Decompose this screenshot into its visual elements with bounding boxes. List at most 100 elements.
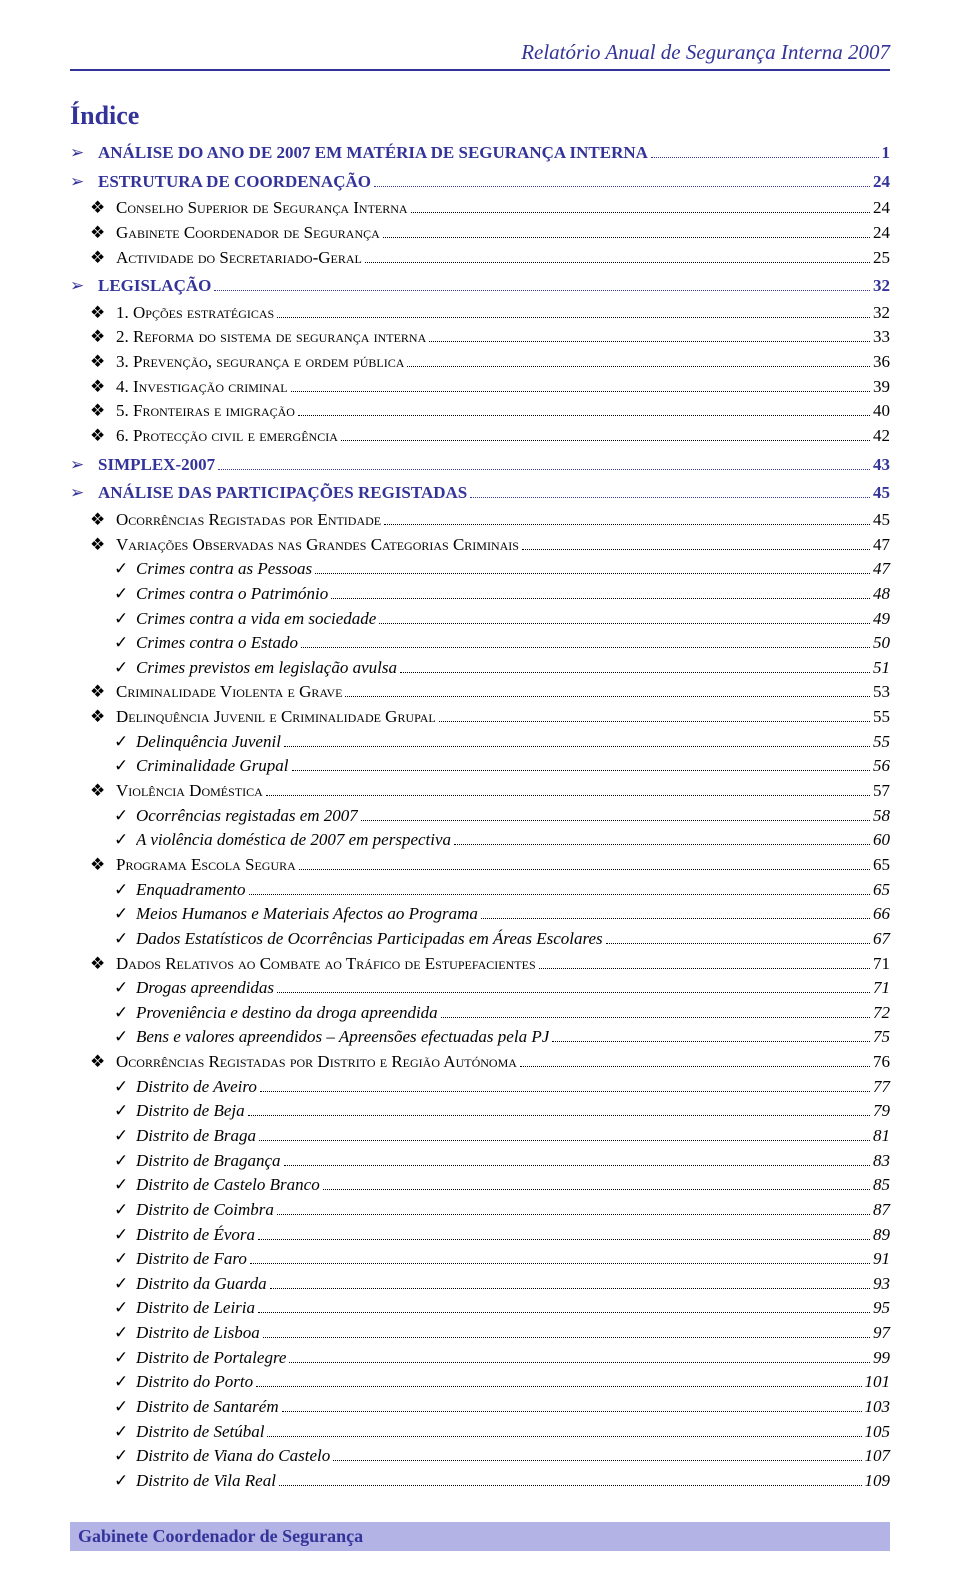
- toc-entry-label: Enquadramento: [136, 878, 246, 903]
- check-bullet-icon: [70, 976, 136, 1001]
- check-bullet-icon: [70, 1420, 136, 1445]
- toc-entry-label: Distrito da Guarda: [136, 1272, 267, 1297]
- toc-entry-label: Gabinete Coordenador de Segurança: [116, 221, 380, 246]
- check-bullet-icon: [70, 1149, 136, 1174]
- toc-entry-label: Distrito de Castelo Branco: [136, 1173, 320, 1198]
- toc-leader: [270, 1274, 870, 1288]
- diamond-bullet-icon: [70, 246, 116, 271]
- toc-entry-page: 50: [873, 631, 890, 656]
- toc-leader: [315, 560, 870, 574]
- toc-leader: [266, 782, 870, 796]
- check-bullet-icon: [70, 1272, 136, 1297]
- toc-entry-label: Violência Doméstica: [116, 779, 263, 804]
- toc-entry-page: 71: [873, 976, 890, 1001]
- check-bullet-icon: [70, 804, 136, 829]
- check-bullet-icon: [70, 730, 136, 755]
- check-bullet-icon: [70, 828, 136, 853]
- toc-entry: Distrito de Castelo Branco85: [70, 1173, 890, 1198]
- toc-leader: [258, 1225, 870, 1239]
- check-bullet-icon: [70, 1124, 136, 1149]
- toc-title: Índice: [70, 101, 890, 131]
- toc-entry: Distrito de Braga 81: [70, 1124, 890, 1149]
- check-bullet-icon: [70, 902, 136, 927]
- toc-entry-page: 87: [873, 1198, 890, 1223]
- toc-leader: [439, 708, 870, 722]
- toc-leader: [250, 1250, 870, 1264]
- check-bullet-icon: [70, 1099, 136, 1124]
- toc-entry-label: Crimes contra as Pessoas: [136, 557, 312, 582]
- toc-leader: [267, 1422, 861, 1436]
- diamond-bullet-icon: [70, 375, 116, 400]
- toc-entry-page: 107: [865, 1444, 891, 1469]
- check-bullet-icon: [70, 1346, 136, 1371]
- page-header-title: Relatório Anual de Segurança Interna 200…: [70, 40, 890, 71]
- toc-entry-label: Meios Humanos e Materiais Afectos ao Pro…: [136, 902, 478, 927]
- toc-entry: Distrito de Aveiro77: [70, 1075, 890, 1100]
- toc-entry-label: Distrito de Braga: [136, 1124, 256, 1149]
- toc-entry-page: 81: [873, 1124, 890, 1149]
- toc-entry-label: Crimes contra o Património: [136, 582, 328, 607]
- toc-entry-page: 75: [873, 1025, 890, 1050]
- toc-leader: [374, 172, 870, 186]
- toc-entry-page: 93: [873, 1272, 890, 1297]
- toc-entry-page: 105: [865, 1420, 891, 1445]
- toc-entry: SIMPLEX-200743: [70, 453, 890, 478]
- toc-entry-page: 66: [873, 902, 890, 927]
- diamond-bullet-icon: [70, 221, 116, 246]
- toc-entry-page: 45: [873, 508, 890, 533]
- toc-entry-page: 89: [873, 1223, 890, 1248]
- toc-entry-label: Drogas apreendidas: [136, 976, 274, 1001]
- toc-entry-page: 24: [873, 221, 890, 246]
- toc-entry: Proveniência e destino da droga apreendi…: [70, 1001, 890, 1026]
- toc-entry: Programa Escola Segura65: [70, 853, 890, 878]
- check-bullet-icon: [70, 754, 136, 779]
- toc-entry-page: 72: [873, 1001, 890, 1026]
- toc-entry-label: Crimes previstos em legislação avulsa: [136, 656, 397, 681]
- toc-leader: [331, 584, 870, 598]
- toc-entry: Crimes contra a vida em sociedade49: [70, 607, 890, 632]
- toc-leader: [248, 1102, 870, 1116]
- check-bullet-icon: [70, 1223, 136, 1248]
- toc-entry: Crimes contra o Património48: [70, 582, 890, 607]
- toc-leader: [522, 535, 870, 549]
- diamond-bullet-icon: [70, 301, 116, 326]
- toc-entry: Crimes contra as Pessoas47: [70, 557, 890, 582]
- toc-entry: Criminalidade Grupal56: [70, 754, 890, 779]
- toc-leader: [259, 1127, 870, 1141]
- check-bullet-icon: [70, 1395, 136, 1420]
- toc-leader: [384, 511, 870, 525]
- toc-entry-label: A violência doméstica de 2007 em perspec…: [136, 828, 451, 853]
- table-of-contents: ANÁLISE DO ANO DE 2007 EM MATÉRIA DE SEG…: [70, 141, 890, 1494]
- diamond-bullet-icon: [70, 196, 116, 221]
- diamond-bullet-icon: [70, 952, 116, 977]
- check-bullet-icon: [70, 1370, 136, 1395]
- toc-entry: Delinquência Juvenil e Criminalidade Gru…: [70, 705, 890, 730]
- toc-leader: [249, 880, 870, 894]
- toc-entry: Distrito de Évora89: [70, 1223, 890, 1248]
- toc-leader: [277, 303, 870, 317]
- toc-leader: [411, 199, 870, 213]
- toc-entry: Violência Doméstica 57: [70, 779, 890, 804]
- toc-entry: 5. Fronteiras e imigração40: [70, 399, 890, 424]
- toc-leader: [282, 1398, 862, 1412]
- toc-leader: [323, 1176, 870, 1190]
- toc-entry-label: LEGISLAÇÃO: [98, 274, 211, 299]
- toc-entry-page: 56: [873, 754, 890, 779]
- toc-leader: [263, 1324, 870, 1338]
- toc-entry-label: Distrito de Beja: [136, 1099, 245, 1124]
- toc-entry: Conselho Superior de Segurança Interna24: [70, 196, 890, 221]
- toc-entry-page: 1: [882, 141, 891, 166]
- toc-entry-label: ANÁLISE DO ANO DE 2007 EM MATÉRIA DE SEG…: [98, 141, 648, 166]
- toc-entry-label: ANÁLISE DAS PARTICIPAÇÕES REGISTADAS: [98, 481, 467, 506]
- toc-leader: [470, 484, 870, 498]
- check-bullet-icon: [70, 631, 136, 656]
- toc-entry-page: 24: [873, 196, 890, 221]
- toc-entry-label: Variações Observadas nas Grandes Categor…: [116, 533, 519, 558]
- toc-entry-page: 101: [865, 1370, 891, 1395]
- check-bullet-icon: [70, 1444, 136, 1469]
- toc-entry-page: 57: [873, 779, 890, 804]
- toc-entry: 6. Protecção civil e emergência42: [70, 424, 890, 449]
- toc-entry-page: 42: [873, 424, 890, 449]
- toc-entry: Ocorrências Registadas por Entidade45: [70, 508, 890, 533]
- toc-entry: Distrito da Guarda 93: [70, 1272, 890, 1297]
